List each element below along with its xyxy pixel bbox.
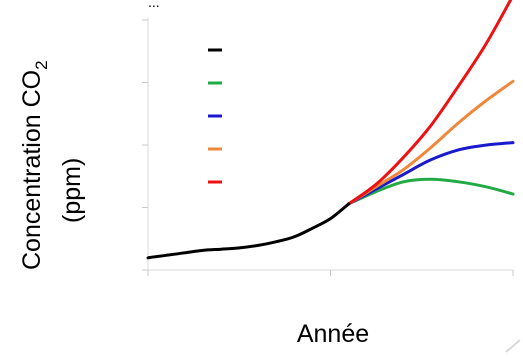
- series-line-1: [347, 177, 515, 206]
- series-line-3: [347, 79, 515, 206]
- y-axis-label-subscript: 2: [32, 60, 51, 69]
- svg-text:Concentration CO2: Concentration CO2: [18, 60, 51, 270]
- watermark-corner: [505, 339, 521, 353]
- axes: [142, 18, 514, 276]
- y-axis-label-main: Concentration CO: [18, 70, 46, 270]
- top-label-partial: ...: [148, 0, 160, 10]
- x-axis-label: Année: [297, 320, 369, 348]
- legend: [208, 48, 222, 184]
- y-axis-label-unit: (ppm): [58, 158, 86, 223]
- series-line-0: [146, 202, 351, 260]
- y-axis-label: Concentration CO2: [18, 60, 51, 270]
- series-layer: [146, 0, 515, 260]
- svg-text:(ppm): (ppm): [58, 158, 86, 223]
- series-line-2: [347, 141, 515, 206]
- series-line-4: [347, 0, 513, 206]
